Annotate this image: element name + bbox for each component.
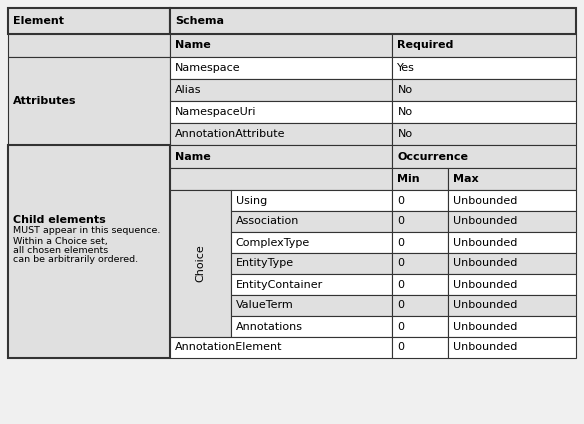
Bar xyxy=(170,79,392,101)
Text: NamespaceUri: NamespaceUri xyxy=(175,107,256,117)
Bar xyxy=(170,168,392,190)
Text: Required: Required xyxy=(398,41,454,50)
Bar xyxy=(392,253,448,274)
Text: Yes: Yes xyxy=(398,63,415,73)
Bar xyxy=(170,337,392,358)
Text: 0: 0 xyxy=(398,259,405,268)
Text: Child elements: Child elements xyxy=(13,215,106,225)
Text: Min: Min xyxy=(398,174,420,184)
Bar xyxy=(231,190,392,211)
Text: Within a Choice set,: Within a Choice set, xyxy=(13,237,108,246)
Bar xyxy=(448,316,576,337)
Bar xyxy=(392,295,448,316)
Text: 0: 0 xyxy=(398,217,405,226)
Bar xyxy=(392,145,576,168)
Text: Element: Element xyxy=(13,16,64,26)
Text: Unbounded: Unbounded xyxy=(453,195,517,206)
Bar xyxy=(170,123,392,145)
Text: 0: 0 xyxy=(398,237,405,248)
Bar xyxy=(448,232,576,253)
Bar xyxy=(392,168,448,190)
Text: 0: 0 xyxy=(398,321,405,332)
Bar xyxy=(170,34,392,57)
Bar xyxy=(448,190,576,211)
Text: AnnotationAttribute: AnnotationAttribute xyxy=(175,129,286,139)
Text: ValueTerm: ValueTerm xyxy=(236,301,293,310)
Bar xyxy=(170,8,576,34)
Text: Attributes: Attributes xyxy=(13,96,77,106)
Bar xyxy=(231,295,392,316)
Bar xyxy=(8,145,170,358)
Text: Alias: Alias xyxy=(175,85,201,95)
Text: No: No xyxy=(398,107,412,117)
Bar xyxy=(8,8,170,34)
Bar xyxy=(8,34,170,57)
Text: 0: 0 xyxy=(398,195,405,206)
Text: Unbounded: Unbounded xyxy=(453,237,517,248)
Text: No: No xyxy=(398,129,412,139)
Bar xyxy=(448,337,576,358)
Text: Using: Using xyxy=(236,195,267,206)
Text: can be arbitrarily ordered.: can be arbitrarily ordered. xyxy=(13,255,138,264)
Bar xyxy=(448,295,576,316)
Text: Choice: Choice xyxy=(195,245,205,282)
Text: ComplexType: ComplexType xyxy=(236,237,310,248)
Bar xyxy=(170,101,392,123)
Text: Annotations: Annotations xyxy=(236,321,303,332)
Text: Unbounded: Unbounded xyxy=(453,343,517,352)
Bar xyxy=(392,101,576,123)
Bar xyxy=(448,253,576,274)
Bar xyxy=(392,57,576,79)
Bar xyxy=(448,211,576,232)
Bar xyxy=(170,190,231,337)
Bar xyxy=(392,337,448,358)
Bar xyxy=(392,316,448,337)
Text: AnnotationElement: AnnotationElement xyxy=(175,343,283,352)
Text: Unbounded: Unbounded xyxy=(453,301,517,310)
Bar xyxy=(448,168,576,190)
Bar xyxy=(392,232,448,253)
Text: Schema: Schema xyxy=(175,16,224,26)
Bar xyxy=(170,145,392,168)
Bar xyxy=(392,211,448,232)
Text: 0: 0 xyxy=(398,343,405,352)
Text: EntityContainer: EntityContainer xyxy=(236,279,323,290)
Bar xyxy=(392,274,448,295)
Bar xyxy=(392,190,448,211)
Text: Association: Association xyxy=(236,217,299,226)
Text: EntityType: EntityType xyxy=(236,259,294,268)
Text: No: No xyxy=(398,85,412,95)
Text: Unbounded: Unbounded xyxy=(453,321,517,332)
Text: Unbounded: Unbounded xyxy=(453,279,517,290)
Bar xyxy=(231,253,392,274)
Text: Name: Name xyxy=(175,151,211,162)
Text: all chosen elements: all chosen elements xyxy=(13,246,108,255)
Bar xyxy=(8,57,170,145)
Text: Max: Max xyxy=(453,174,479,184)
Bar xyxy=(231,316,392,337)
Text: Unbounded: Unbounded xyxy=(453,259,517,268)
Bar xyxy=(231,274,392,295)
Text: Namespace: Namespace xyxy=(175,63,241,73)
Text: MUST appear in this sequence.: MUST appear in this sequence. xyxy=(13,226,161,235)
Bar xyxy=(448,274,576,295)
Bar xyxy=(392,34,576,57)
Text: Occurrence: Occurrence xyxy=(398,151,468,162)
Bar xyxy=(170,57,392,79)
Text: Unbounded: Unbounded xyxy=(453,217,517,226)
Text: Name: Name xyxy=(175,41,211,50)
Bar xyxy=(231,232,392,253)
Text: 0: 0 xyxy=(398,301,405,310)
Text: 0: 0 xyxy=(398,279,405,290)
Bar xyxy=(392,123,576,145)
Bar xyxy=(231,211,392,232)
Bar xyxy=(392,79,576,101)
